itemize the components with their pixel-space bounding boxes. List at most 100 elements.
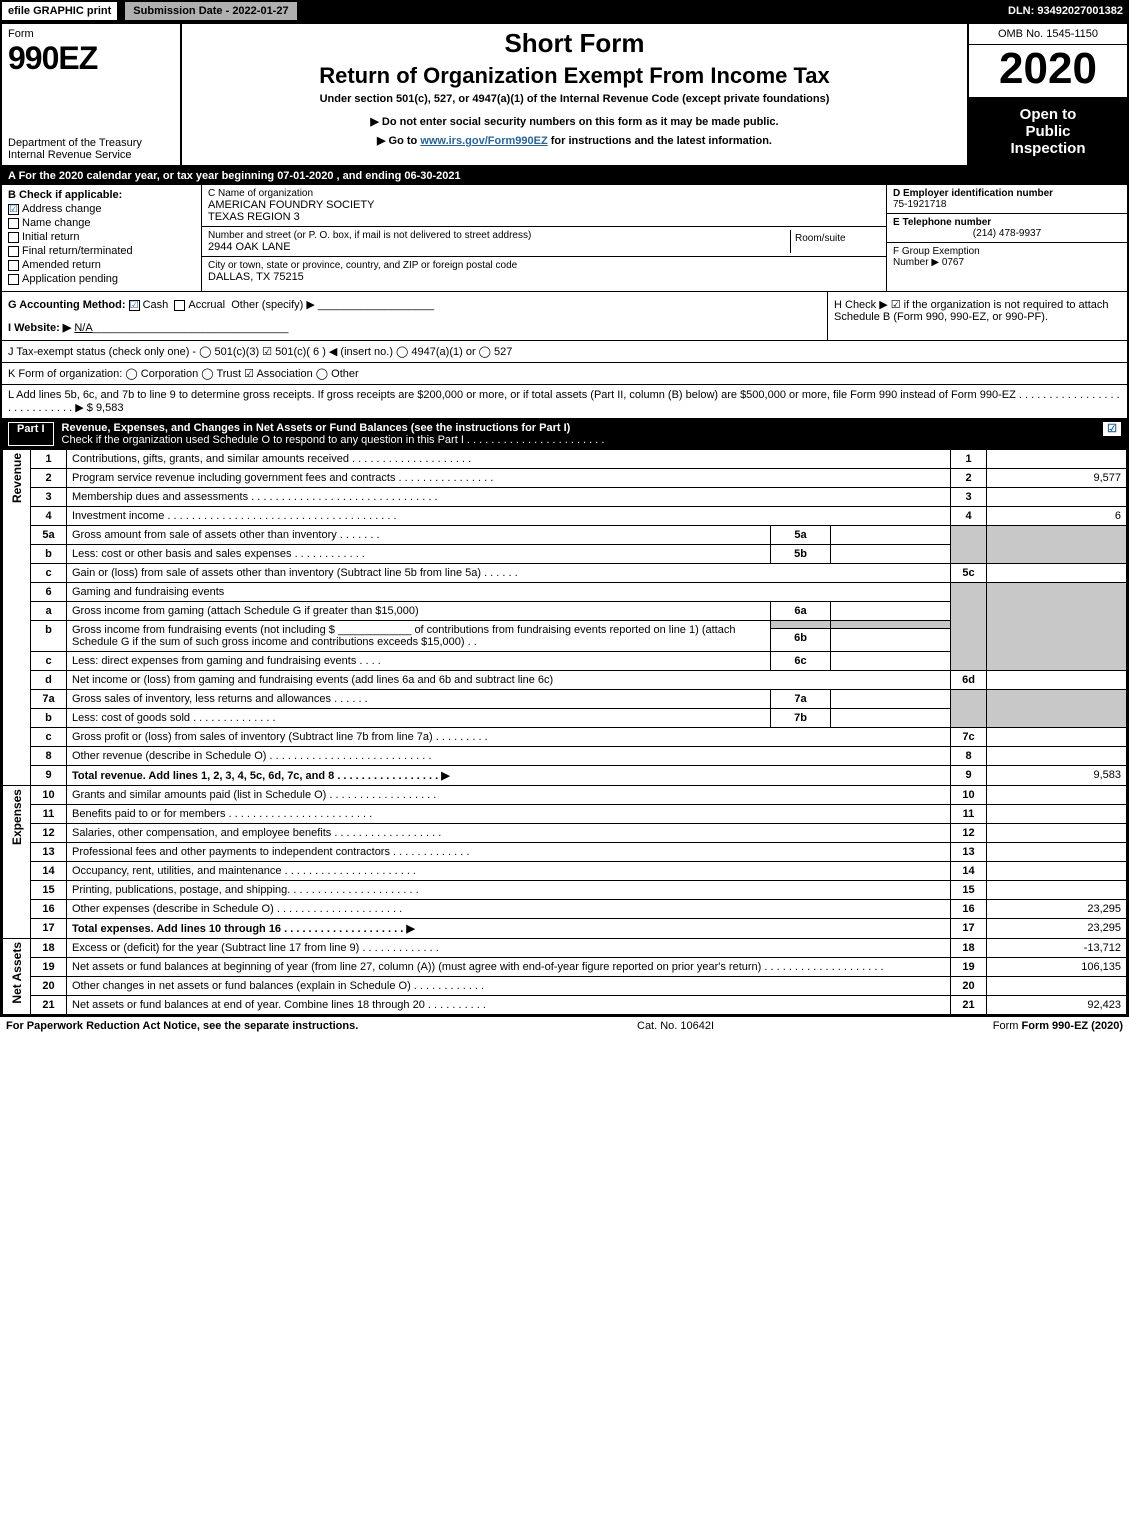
line-num: a [31,602,67,621]
line-desc: Benefits paid to or for members . . . . … [67,805,951,824]
footer-left: For Paperwork Reduction Act Notice, see … [6,1020,358,1032]
line-ref: 7c [951,728,987,747]
sub-ref: 7a [771,690,831,709]
section-g: G Accounting Method: ☑Cash Accrual Other… [2,292,827,340]
department: Department of the Treasury Internal Reve… [8,137,174,161]
line-desc: Less: cost of goods sold . . . . . . . .… [67,709,771,728]
section-l: L Add lines 5b, 6c, and 7b to line 9 to … [2,385,1127,419]
org-name-2: TEXAS REGION 3 [208,211,880,223]
line-desc: Other revenue (describe in Schedule O) .… [67,747,951,766]
part1-checkbox[interactable]: ☑ [1103,422,1121,436]
sub-val [831,526,951,545]
ein-value: 75-1921718 [893,199,1121,210]
sub-ref: 6c [771,652,831,671]
line-amt: -13,712 [987,939,1127,958]
cb-final-return[interactable]: Final return/terminated [8,245,195,257]
line-num: c [31,564,67,583]
line-desc: Other changes in net assets or fund bala… [67,977,951,996]
line-amt: 23,295 [987,900,1127,919]
line-desc: Less: direct expenses from gaming and fu… [67,652,771,671]
line-desc: Program service revenue including govern… [67,469,951,488]
tel-label: E Telephone number [893,217,1121,228]
line-ref: 1 [951,450,987,469]
footer: For Paperwork Reduction Act Notice, see … [0,1017,1129,1035]
line-amt [987,805,1127,824]
line-num: 12 [31,824,67,843]
line-desc: Net assets or fund balances at end of ye… [67,996,951,1015]
part1-title: Revenue, Expenses, and Changes in Net As… [62,422,571,434]
return-title: Return of Organization Exempt From Incom… [192,63,957,89]
line-amt [987,728,1127,747]
line-num: 20 [31,977,67,996]
footer-mid: Cat. No. 10642I [637,1020,714,1032]
line-amt [987,977,1127,996]
org-name-1: AMERICAN FOUNDRY SOCIETY [208,199,880,211]
sub-ref: 6a [771,602,831,621]
header-right: OMB No. 1545-1150 2020 Open to Public In… [967,24,1127,165]
line-ref: 9 [951,766,987,786]
table-row: 14Occupancy, rent, utilities, and mainte… [3,862,1127,881]
line-ref: 17 [951,919,987,939]
line-num: c [31,728,67,747]
line-ref: 5c [951,564,987,583]
line-desc: Gross income from gaming (attach Schedul… [67,602,771,621]
tel-cell: E Telephone number (214) 478-9937 [887,214,1127,243]
form-header: Form 990EZ Department of the Treasury In… [2,24,1127,167]
line-desc: Grants and similar amounts paid (list in… [67,786,951,805]
line-num: b [31,621,67,652]
section-j: J Tax-exempt status (check only one) - ◯… [2,341,1127,363]
line-desc: Less: cost or other basis and sales expe… [67,545,771,564]
cb-address-change[interactable]: ☑Address change [8,203,195,215]
line-num: 19 [31,958,67,977]
section-b: B Check if applicable: ☑Address change N… [2,185,202,291]
line-desc: Membership dues and assessments . . . . … [67,488,951,507]
sub-ref: 7b [771,709,831,728]
line-num: 9 [31,766,67,786]
line-ref: 6d [951,671,987,690]
line-amt [987,747,1127,766]
cb-cash[interactable]: ☑ [129,300,140,311]
dln: DLN: 93492027001382 [1008,5,1129,17]
cb-amended[interactable]: Amended return [8,259,195,271]
line-amt: 9,583 [987,766,1127,786]
cb-accrual[interactable] [174,300,185,311]
line-amt [987,862,1127,881]
line-ref: 3 [951,488,987,507]
table-row: Expenses 10 Grants and similar amounts p… [3,786,1127,805]
org-name-label: C Name of organization [208,188,880,199]
line-num: 11 [31,805,67,824]
line-num: 13 [31,843,67,862]
table-row: 16Other expenses (describe in Schedule O… [3,900,1127,919]
goto-pre: ▶ Go to [377,135,420,147]
line-ref: 16 [951,900,987,919]
section-c: C Name of organization AMERICAN FOUNDRY … [202,185,887,291]
line-desc: Net income or (loss) from gaming and fun… [67,671,951,690]
line-amt [987,450,1127,469]
sub-val [831,652,951,671]
goto-post: for instructions and the latest informat… [548,135,772,147]
efile-print-button[interactable]: efile GRAPHIC print [0,0,119,22]
line-ref: 11 [951,805,987,824]
netassets-side: Net Assets [3,939,31,1015]
grey-cell [951,583,987,671]
short-form-title: Short Form [192,28,957,59]
cb-initial-return[interactable]: Initial return [8,231,195,243]
line-num: d [31,671,67,690]
line-ref: 10 [951,786,987,805]
gh-row: G Accounting Method: ☑Cash Accrual Other… [2,292,1127,341]
table-row: 20Other changes in net assets or fund ba… [3,977,1127,996]
submission-date: Submission Date - 2022-01-27 [123,0,298,22]
sub-val [831,709,951,728]
cb-application-pending[interactable]: Application pending [8,273,195,285]
line-desc: Gain or (loss) from sale of assets other… [67,564,951,583]
ein-cell: D Employer identification number 75-1921… [887,185,1127,214]
cb-name-change[interactable]: Name change [8,217,195,229]
line-num: 10 [31,786,67,805]
grey-cell [831,621,951,629]
grey-cell [987,583,1127,671]
irs-link[interactable]: www.irs.gov/Form990EZ [420,135,547,147]
grey-cell [951,526,987,564]
street-value: 2944 OAK LANE [208,241,790,253]
line-amt: 9,577 [987,469,1127,488]
form-word: Form [8,28,174,40]
